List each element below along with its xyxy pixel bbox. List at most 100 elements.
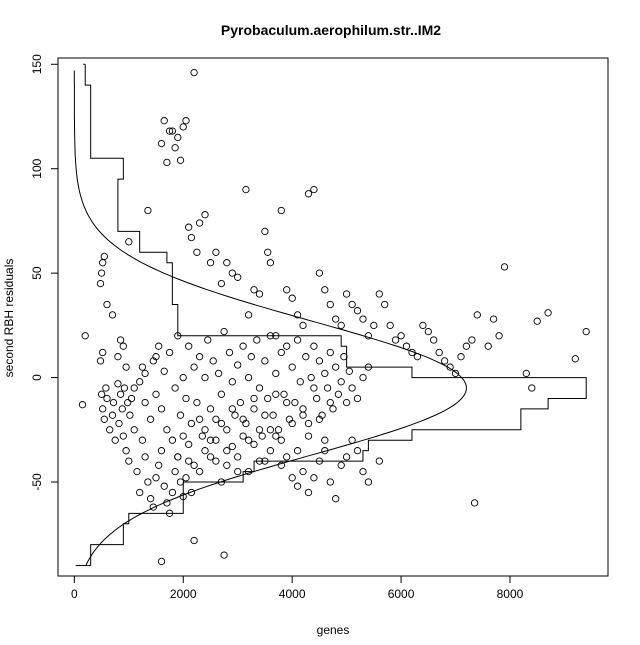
y-axis-label: second RBH residuals xyxy=(2,259,16,378)
scatter-point-148 xyxy=(386,321,394,330)
scatter-point-43 xyxy=(187,488,196,497)
scatter-point-101 xyxy=(165,127,174,135)
scatter-point-146 xyxy=(375,290,383,298)
scatter-point-154 xyxy=(419,321,427,330)
scatter-point-192 xyxy=(185,342,193,350)
scatter-point-237 xyxy=(307,373,315,382)
scatter-point-91 xyxy=(119,342,127,350)
scatter-point-178 xyxy=(146,415,155,423)
scatter-point-164 xyxy=(473,311,481,319)
scatter-point-92 xyxy=(122,363,130,371)
scatter-point-105 xyxy=(176,156,185,164)
scatter-point-282 xyxy=(315,415,324,423)
scatter-point-273 xyxy=(266,426,275,434)
scatter-point-139 xyxy=(337,321,345,330)
scatter-point-81 xyxy=(96,279,105,288)
scatter-point-206 xyxy=(223,426,231,434)
scatter-point-4 xyxy=(100,415,108,423)
scatter-point-141 xyxy=(348,300,356,309)
scatter-point-235 xyxy=(302,353,310,361)
scatter-point-35 xyxy=(165,509,174,517)
scatter-point-78 xyxy=(375,457,383,465)
scatter-point-248 xyxy=(337,378,345,386)
scatter-point-226 xyxy=(277,348,285,357)
scatter-point-258 xyxy=(185,440,193,449)
scatter-point-57 xyxy=(255,426,264,434)
scatter-point-199 xyxy=(204,336,212,344)
scatter-point-186 xyxy=(168,436,177,444)
scatter-point-1 xyxy=(81,332,89,340)
scatter-point-94 xyxy=(130,384,138,392)
scatter-point-5 xyxy=(102,384,110,392)
scatter-point-137 xyxy=(326,300,334,309)
scatter-point-174 xyxy=(582,327,590,336)
scatter-point-251 xyxy=(345,367,353,375)
scatter-point-7 xyxy=(106,426,114,434)
scatter-point-21 xyxy=(127,394,136,403)
scatter-point-25 xyxy=(138,436,147,444)
scatter-point-15 xyxy=(119,432,127,440)
scatter-point-216 xyxy=(250,405,258,413)
scatter-point-124 xyxy=(261,227,269,236)
chart-title: Pyrobaculum.aerophilum.str..IM2 xyxy=(221,22,441,38)
scatter-point-261 xyxy=(201,426,209,434)
scatter-point-31 xyxy=(155,461,163,469)
scatter-point-33 xyxy=(160,482,168,490)
scatter-point-200 xyxy=(206,405,215,413)
scatter-point-203 xyxy=(214,369,223,378)
scatter-point-193 xyxy=(187,419,196,428)
scatter-points xyxy=(78,68,590,566)
scatter-point-134 xyxy=(310,185,318,194)
scatter-point-181 xyxy=(155,342,163,350)
scatter-point-63 xyxy=(288,474,296,482)
scatter-point-242 xyxy=(321,369,329,378)
scatter-point-53 xyxy=(234,453,242,461)
scatter-point-275 xyxy=(277,436,285,444)
scatter-point-189 xyxy=(176,411,185,419)
scatter-point-89 xyxy=(114,353,122,361)
scatter-point-46 xyxy=(201,447,209,455)
scatter-point-2 xyxy=(97,390,106,398)
x-axis: 0 2000 4000 6000 8000 xyxy=(71,575,524,601)
y-tick-label-0: -50 xyxy=(30,473,44,491)
scatter-point-264 xyxy=(217,419,226,428)
scatter-point-98 xyxy=(157,139,166,148)
scatter-point-240 xyxy=(315,357,324,365)
scatter-point-224 xyxy=(272,369,280,378)
scatter-point-247 xyxy=(334,390,343,398)
scatter-point-100 xyxy=(163,158,171,167)
scatter-point-243 xyxy=(323,384,332,392)
scatter-point-26 xyxy=(141,453,149,461)
scatter-point-173 xyxy=(571,355,579,363)
scatter-point-76 xyxy=(359,467,367,476)
scatter-point-215 xyxy=(247,353,255,361)
scatter-point-120 xyxy=(242,185,250,194)
scatter-point-187 xyxy=(171,384,179,392)
histogram-outline xyxy=(84,64,587,566)
scatter-point-40 xyxy=(179,492,187,501)
scatter-point-194 xyxy=(190,363,198,371)
scatter-point-128 xyxy=(277,206,285,215)
scatter-point-131 xyxy=(293,311,302,319)
scatter-point-205 xyxy=(220,327,228,336)
y-tick-label-4: 150 xyxy=(30,54,44,74)
scatter-point-266 xyxy=(228,405,236,413)
scatter-point-145 xyxy=(370,321,378,330)
scatter-point-262 xyxy=(206,453,215,461)
scatter-point-116 xyxy=(217,279,226,288)
scatter-point-238 xyxy=(310,342,318,350)
scatter-point-65 xyxy=(299,467,307,476)
scatter-point-255 xyxy=(364,363,373,371)
scatter-point-36 xyxy=(168,488,177,497)
scatter-point-70 xyxy=(326,478,334,486)
scatter-point-62 xyxy=(283,453,291,461)
scatter-point-208 xyxy=(228,378,236,386)
scatter-point-111 xyxy=(193,248,201,256)
histogram xyxy=(75,63,587,567)
scatter-point-179 xyxy=(149,357,157,365)
scatter-point-260 xyxy=(195,415,204,423)
scatter-point-219 xyxy=(258,432,266,440)
scatter-point-265 xyxy=(223,447,231,455)
scatter-point-11 xyxy=(114,380,122,388)
scatter-point-230 xyxy=(288,363,296,371)
